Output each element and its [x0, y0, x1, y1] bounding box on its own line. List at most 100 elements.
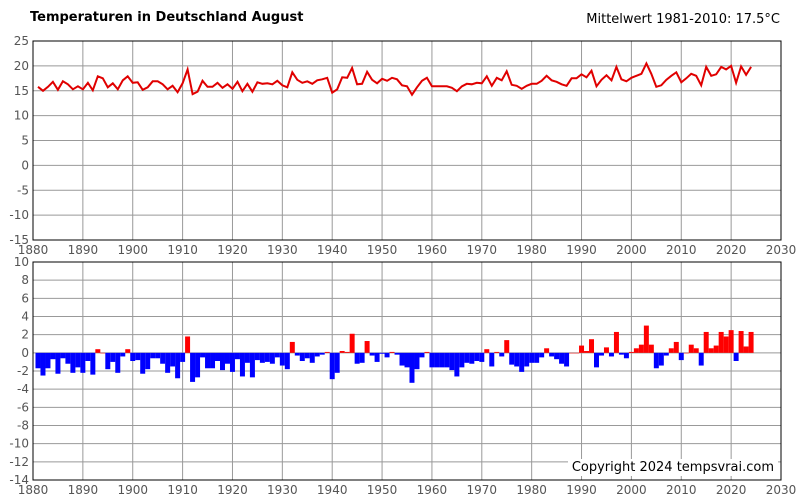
anomaly-bar	[254, 352, 260, 361]
anomaly-bar	[135, 352, 141, 361]
anomaly-bar	[224, 352, 230, 364]
anomaly-bar	[140, 352, 146, 374]
anomaly-bar	[603, 347, 609, 353]
bottom-y-tick-label: 8	[21, 273, 29, 287]
bottom-x-tick-label: 1910	[167, 483, 198, 497]
anomaly-bar	[379, 352, 385, 354]
anomaly-bar	[469, 352, 475, 364]
bottom-y-tick-label: -14	[9, 473, 29, 487]
anomaly-bar	[195, 352, 201, 378]
anomaly-bar	[628, 351, 634, 353]
anomaly-bar	[673, 341, 679, 353]
anomaly-bar	[633, 348, 639, 353]
anomaly-bar	[668, 348, 674, 353]
anomaly-bar	[589, 339, 594, 353]
anomaly-bar	[688, 344, 694, 353]
top-x-tick-label: 1910	[167, 243, 198, 257]
anomaly-bar	[105, 352, 111, 370]
anomaly-bar	[115, 352, 121, 373]
anomaly-bar	[269, 352, 275, 364]
bottom-x-tick-label: 2000	[616, 483, 647, 497]
anomaly-bar	[314, 352, 320, 357]
anomaly-bar	[329, 352, 335, 380]
anomaly-bar	[264, 352, 270, 362]
anomaly-bar	[613, 331, 619, 353]
anomaly-bar	[743, 346, 749, 353]
anomaly-bar	[484, 349, 490, 353]
anomaly-bar	[489, 352, 495, 367]
anomaly-bar	[738, 331, 744, 353]
temperature-line	[37, 61, 752, 97]
bottom-x-tick-label: 1890	[68, 483, 99, 497]
anomaly-bar	[708, 348, 714, 353]
bottom-y-tick-label: 10	[14, 255, 29, 269]
anomaly-bar	[579, 345, 585, 353]
top-plot-frame	[32, 40, 782, 241]
anomaly-bar	[55, 352, 61, 374]
bottom-x-tick-label: 1940	[317, 483, 348, 497]
anomaly-bar	[678, 352, 684, 361]
top-x-tick-label: 1930	[267, 243, 298, 257]
top-x-tick-label: 1900	[117, 243, 148, 257]
bottom-y-tick-label: 2	[21, 328, 29, 342]
anomaly-bar	[404, 352, 410, 368]
anomaly-bar	[389, 351, 395, 353]
anomaly-bar	[384, 352, 390, 358]
bottom-x-tick-label: 2030	[766, 483, 797, 497]
bottom-x-tick-label: 1990	[566, 483, 597, 497]
anomaly-bar	[449, 352, 455, 371]
anomaly-bar	[623, 352, 629, 359]
anomaly-bar	[374, 352, 380, 362]
anomaly-bar	[559, 352, 565, 364]
anomaly-bar	[50, 352, 56, 360]
anomaly-bar	[569, 352, 575, 354]
bottom-y-tick-label: 4	[21, 310, 29, 324]
anomaly-bar	[354, 352, 360, 364]
bottom-x-tick-label: 1900	[117, 483, 148, 497]
bottom-x-tick-label: 1980	[516, 483, 547, 497]
anomaly-bar	[339, 351, 345, 353]
anomaly-bar	[464, 352, 470, 363]
anomaly-bar	[334, 352, 340, 373]
anomaly-bar	[40, 352, 46, 376]
anomaly-bar	[349, 333, 355, 353]
anomaly-bar	[100, 352, 106, 354]
anomaly-bar	[344, 351, 350, 353]
anomaly-bar	[359, 352, 365, 363]
anomaly-bar	[150, 352, 156, 359]
anomaly-bar	[409, 352, 415, 383]
anomaly-bar	[60, 352, 66, 359]
bottom-x-tick-label: 1960	[417, 483, 448, 497]
top-x-tick-label: 1880	[18, 243, 49, 257]
anomaly-bar	[544, 348, 550, 353]
anomaly-bar	[524, 352, 530, 367]
top-y-tick-label: 15	[14, 84, 29, 98]
anomaly-bar	[65, 352, 71, 364]
anomaly-bar	[514, 352, 520, 367]
anomaly-bar	[70, 352, 76, 373]
top-x-tick-label: 1960	[417, 243, 448, 257]
bottom-x-tick-label: 2010	[666, 483, 697, 497]
anomaly-bar	[733, 352, 739, 361]
anomaly-bar	[519, 352, 525, 372]
bottom-y-tick-label: -4	[17, 382, 29, 396]
anomaly-bar	[145, 352, 151, 370]
anomaly-bar	[130, 352, 136, 361]
anomaly-bar	[683, 352, 689, 354]
anomaly-bar	[499, 352, 505, 357]
top-x-tick-label: 2020	[716, 243, 747, 257]
chart-title: Temperaturen in Deutschland August	[30, 10, 304, 25]
anomaly-bar	[75, 352, 81, 368]
bottom-x-tick-label: 1930	[267, 483, 298, 497]
anomaly-bar	[618, 352, 624, 355]
anomaly-bar	[479, 352, 485, 362]
anomaly-bar	[324, 351, 330, 353]
top-y-tick-label: 5	[21, 134, 29, 148]
anomaly-bar	[504, 340, 510, 353]
copyright-label: Copyright 2024 tempsvrai.com	[567, 459, 778, 476]
anomaly-bar	[424, 351, 430, 353]
bottom-y-tick-label: 0	[21, 346, 29, 360]
top-x-tick-label: 1990	[566, 243, 597, 257]
anomaly-bar	[584, 351, 590, 353]
anomaly-bar	[648, 344, 654, 353]
